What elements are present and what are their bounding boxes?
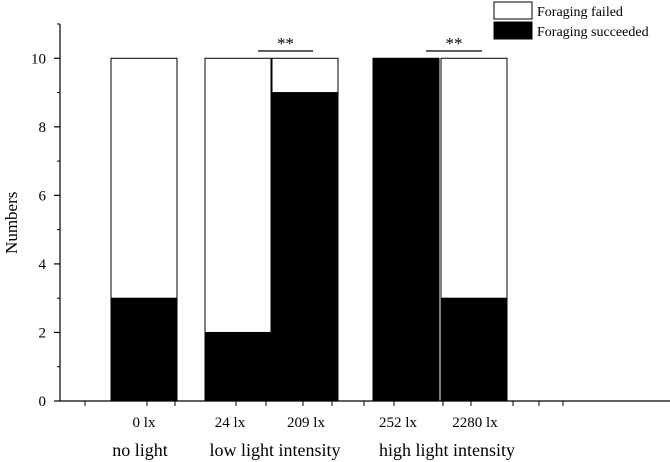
bar-foraging-succeeded-3	[271, 92, 339, 402]
significance-label: **	[277, 34, 294, 53]
legend-label: Foraging failed	[537, 5, 623, 20]
y-tick-label: 10	[31, 51, 46, 67]
bar-foraging-failed-5	[440, 57, 508, 299]
y-tick-label: 0	[39, 394, 47, 410]
legend: Foraging failed Foraging succeeded	[493, 1, 649, 40]
bars-layer	[110, 57, 508, 402]
x-group-label: high light intensity	[379, 440, 515, 460]
legend-swatch	[493, 21, 533, 40]
x-tick-label: 252 lx	[379, 415, 417, 431]
x-tick-label: 209 lx	[287, 415, 325, 431]
bar-foraging-succeeded-5	[440, 297, 508, 402]
axes-layer: 0 2 4 6 8 10 Numbers 0 lx 24 lx 209 lx 252 lx 2280 …	[2, 23, 670, 460]
x-tick-label: 2280 lx	[452, 415, 498, 431]
y-axis-label: Numbers	[2, 192, 21, 254]
significance-layer: ** **	[258, 34, 482, 53]
y-tick-label: 6	[39, 188, 47, 204]
x-tick-label: 24 lx	[215, 415, 246, 431]
bar-foraging-failed-3	[271, 57, 339, 94]
bar-foraging-succeeded-4	[372, 57, 440, 402]
x-tick-label: 0 lx	[133, 415, 156, 431]
y-tick-label: 8	[39, 120, 47, 136]
bar-foraging-failed-2	[204, 57, 272, 333]
significance-label: **	[446, 34, 463, 53]
legend-swatch	[493, 1, 533, 20]
x-group-label: no light	[112, 440, 168, 460]
x-group-label: low light intensity	[209, 440, 340, 460]
legend-label: Foraging succeeded	[537, 25, 649, 40]
bar-foraging-failed-1	[110, 57, 178, 299]
y-tick-label: 4	[39, 257, 47, 273]
bar-foraging-succeeded-1	[110, 297, 178, 402]
y-tick-label: 2	[39, 325, 47, 341]
bar-foraging-succeeded-2	[204, 331, 272, 402]
